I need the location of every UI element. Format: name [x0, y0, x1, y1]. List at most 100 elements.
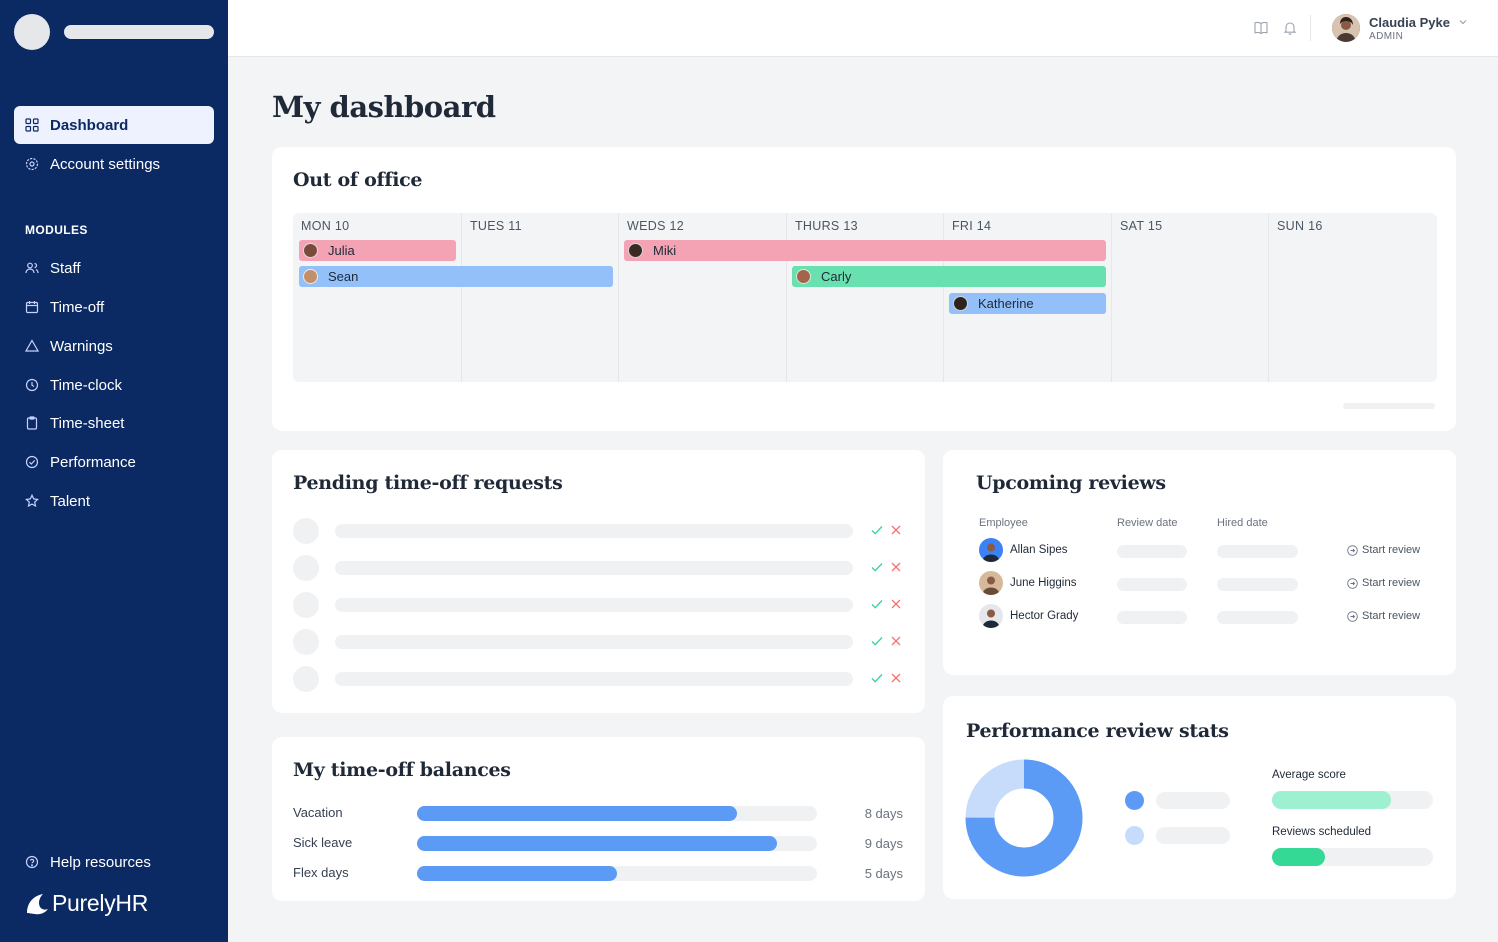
nav-help-resources[interactable]: Help resources	[14, 843, 214, 881]
review-row: June Higgins Start review	[979, 571, 1429, 597]
balances-title: My time-off balances	[293, 759, 511, 781]
nav-time-off[interactable]: Time-off	[14, 288, 214, 326]
chevron-down-icon[interactable]	[1457, 16, 1469, 28]
col-employee: Employee	[979, 517, 1028, 529]
nav-warnings-label: Warnings	[50, 337, 113, 355]
review-row: Hector Grady Start review	[979, 604, 1429, 630]
event-avatar	[303, 243, 318, 258]
approve-check-icon[interactable]	[870, 634, 884, 648]
hired-date-placeholder	[1217, 545, 1298, 558]
event-avatar	[953, 296, 968, 311]
org-avatar-placeholder[interactable]	[14, 14, 50, 50]
org-name-placeholder	[64, 25, 214, 39]
reviews-scheduled-track	[1272, 848, 1433, 866]
balance-bar-fill	[417, 866, 617, 881]
top-bar: Claudia Pyke ADMIN	[228, 0, 1498, 57]
start-review-button[interactable]: Start review	[1347, 544, 1420, 556]
review-donut-chart	[965, 759, 1083, 877]
deny-x-icon[interactable]	[889, 671, 903, 685]
request-placeholder	[335, 635, 853, 649]
gear-icon	[25, 157, 39, 171]
nav-staff-label: Staff	[50, 259, 81, 277]
event-person-name: Carly	[821, 269, 852, 284]
nav-performance-label: Performance	[50, 453, 136, 471]
clipboard-icon	[25, 416, 39, 430]
deny-x-icon[interactable]	[889, 560, 903, 574]
requester-avatar-placeholder	[293, 518, 319, 544]
start-review-label: Start review	[1362, 577, 1421, 589]
approve-check-icon[interactable]	[870, 597, 884, 611]
page-title: My dashboard	[272, 90, 496, 124]
book-icon[interactable]	[1253, 20, 1269, 36]
calendar-day-header: WEDS 12	[627, 219, 684, 233]
pending-request-row	[293, 666, 913, 692]
grid-icon	[25, 118, 39, 132]
nav-dashboard[interactable]: Dashboard	[14, 106, 214, 144]
nav-account-settings[interactable]: Account settings	[14, 145, 214, 183]
employee-name[interactable]: June Higgins	[1010, 577, 1077, 589]
balance-days: 9 days	[864, 836, 903, 851]
approve-check-icon[interactable]	[870, 671, 884, 685]
employee-name[interactable]: Hector Grady	[1010, 610, 1079, 622]
deny-x-icon[interactable]	[889, 597, 903, 611]
legend-placeholder-1	[1156, 792, 1230, 809]
calendar-day-header: SUN 16	[1277, 219, 1323, 233]
out-of-office-event[interactable]: Carly	[792, 266, 1106, 287]
request-placeholder	[335, 524, 853, 538]
review-date-placeholder	[1117, 545, 1187, 558]
calendar-icon	[25, 300, 39, 314]
deny-x-icon[interactable]	[889, 634, 903, 648]
user-avatar[interactable]	[1332, 14, 1360, 42]
balance-bar-track	[417, 836, 817, 851]
arrow-circle-icon	[1347, 577, 1358, 589]
legend-placeholder-2	[1156, 827, 1230, 844]
purelyhr-logo[interactable]: PurelyHR	[24, 890, 148, 917]
nav-performance[interactable]: Performance	[14, 443, 214, 481]
pending-requests-card: Pending time-off requests	[272, 450, 925, 713]
nav-talent-label: Talent	[50, 492, 91, 510]
balance-bar-track	[417, 806, 817, 821]
employee-avatar	[979, 538, 1003, 562]
approve-check-icon[interactable]	[870, 523, 884, 537]
nav-staff[interactable]: Staff	[14, 249, 214, 287]
balance-bar-fill	[417, 836, 777, 851]
employee-avatar	[979, 604, 1003, 628]
nav-time-sheet[interactable]: Time-sheet	[14, 404, 214, 442]
purelyhr-logo-text: PurelyHR	[52, 890, 149, 916]
requester-avatar-placeholder	[293, 555, 319, 581]
nav-time-clock[interactable]: Time-clock	[14, 366, 214, 404]
nav-warnings[interactable]: Warnings	[14, 327, 214, 365]
bell-icon[interactable]	[1282, 20, 1298, 36]
nav-time-sheet-label: Time-sheet	[50, 414, 125, 432]
review-date-placeholder	[1117, 611, 1187, 624]
hired-date-placeholder	[1217, 578, 1298, 591]
col-review-date: Review date	[1117, 517, 1178, 529]
employee-name[interactable]: Allan Sipes	[1010, 544, 1068, 556]
deny-x-icon[interactable]	[889, 523, 903, 537]
balances-card: My time-off balances Vacation 8 days Sick …	[272, 737, 925, 901]
request-placeholder	[335, 598, 853, 612]
out-of-office-event[interactable]: Julia	[299, 240, 456, 261]
out-of-office-event[interactable]: Katherine	[949, 293, 1106, 314]
user-role: ADMIN	[1369, 31, 1404, 42]
user-name[interactable]: Claudia Pyke	[1369, 15, 1450, 30]
nav-talent[interactable]: Talent	[14, 482, 214, 520]
out-of-office-event[interactable]: Miki	[624, 240, 1106, 261]
event-avatar	[628, 243, 643, 258]
start-review-button[interactable]: Start review	[1347, 610, 1420, 622]
performance-stats-card: Performance review stats Average score R…	[943, 696, 1456, 899]
arrow-circle-icon	[1347, 544, 1358, 556]
start-review-button[interactable]: Start review	[1347, 577, 1420, 589]
out-of-office-event[interactable]: Sean	[299, 266, 613, 287]
legend-dot-primary	[1125, 791, 1144, 810]
approve-check-icon[interactable]	[870, 560, 884, 574]
calendar-scrollbar[interactable]	[1343, 403, 1435, 409]
check-circle-icon	[25, 455, 39, 469]
start-review-label: Start review	[1362, 544, 1421, 556]
calendar-day-header: FRI 14	[952, 219, 992, 233]
nav-time-clock-label: Time-clock	[50, 376, 122, 394]
upcoming-reviews-card: Upcoming reviews Employee Review date Hi…	[943, 450, 1456, 675]
calendar-day-column: FRI 14	[943, 213, 1111, 382]
average-score-track	[1272, 791, 1433, 809]
calendar-day-column: THURS 13	[786, 213, 943, 382]
